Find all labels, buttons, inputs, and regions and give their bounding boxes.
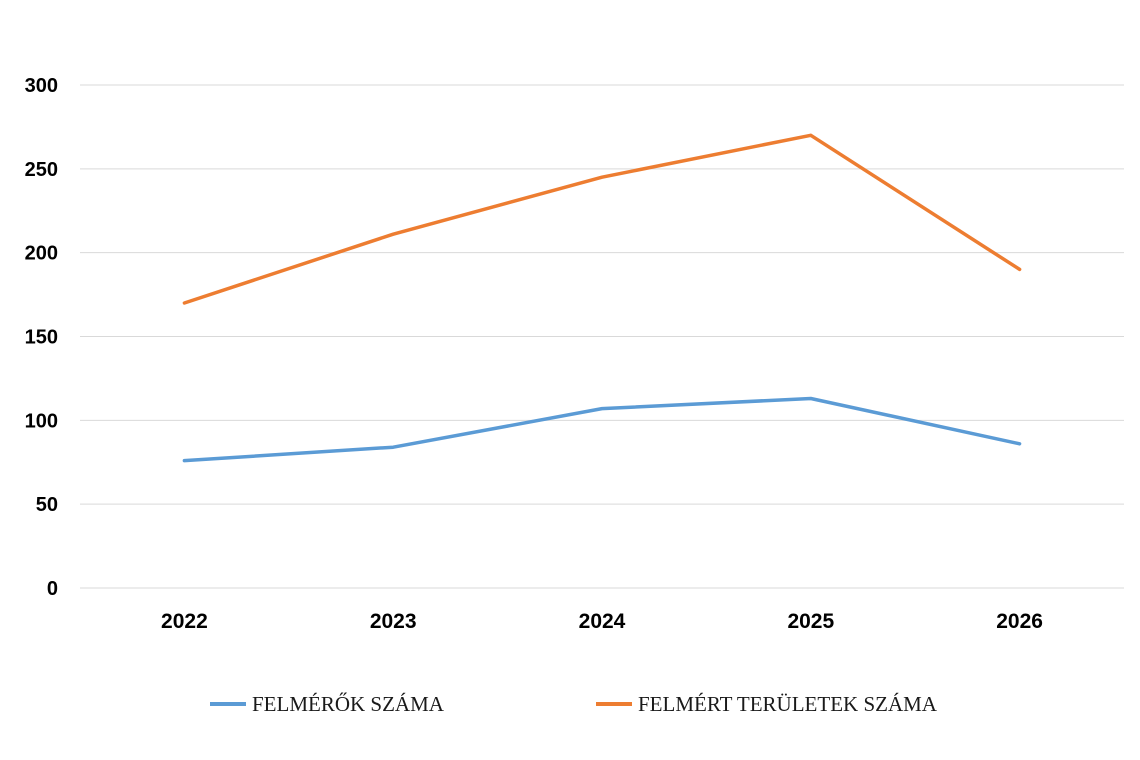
x-tick-label: 2022 [161, 610, 208, 633]
series-line-1 [182, 396, 1022, 463]
gridlines [80, 84, 1124, 589]
y-axis-ticks: 0 50 100 150 200 250 300 [25, 75, 58, 600]
legend-label: FELMÉRT TERÜLETEK SZÁMA [638, 692, 938, 716]
x-axis-ticks: 2022 2023 2024 2025 2026 [161, 610, 1043, 633]
series-line-2 [182, 133, 1022, 305]
y-tick-label: 100 [25, 410, 58, 432]
y-tick-label: 200 [25, 243, 58, 265]
y-tick-label: 0 [47, 578, 58, 600]
x-tick-label: 2025 [787, 610, 834, 633]
x-tick-label: 2023 [370, 610, 417, 633]
legend-label: FELMÉRŐK SZÁMA [252, 692, 445, 716]
y-tick-label: 50 [36, 494, 58, 516]
legend: FELMÉRŐK SZÁMA FELMÉRT TERÜLETEK SZÁMA [210, 692, 938, 716]
x-tick-label: 2024 [579, 610, 626, 633]
series-lines [182, 133, 1022, 463]
y-tick-label: 150 [25, 327, 58, 349]
x-tick-label: 2026 [996, 610, 1043, 633]
y-tick-label: 300 [25, 75, 58, 97]
y-tick-label: 250 [25, 159, 58, 181]
